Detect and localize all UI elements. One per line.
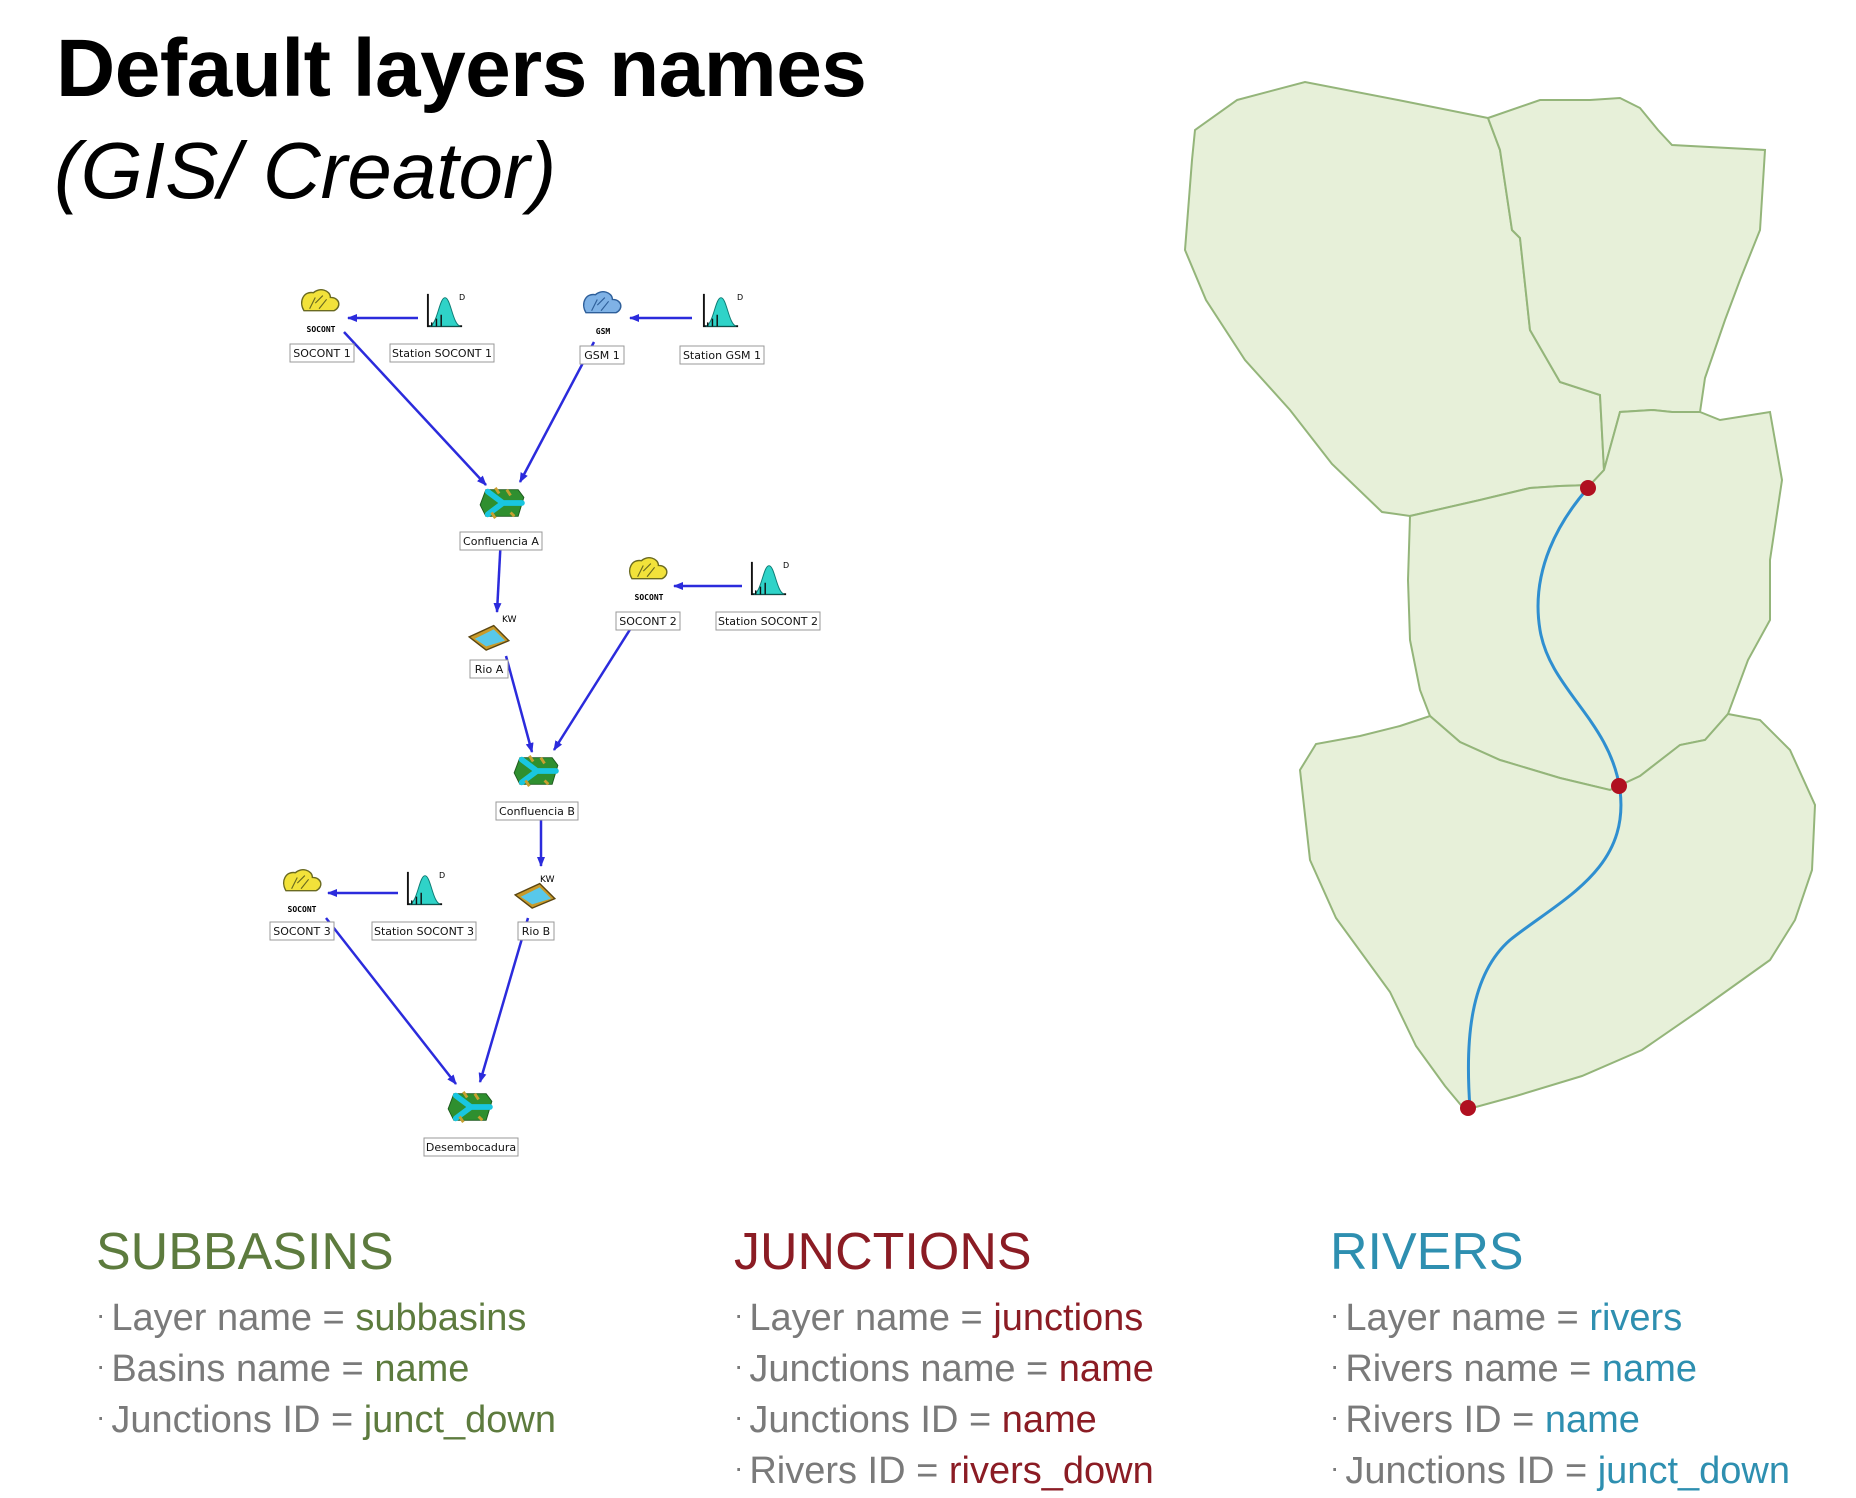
arrow-rio-b-to-desembocadura [478,917,530,1083]
hydrologic-network-diagram: SOCONT SOCONT 1 D Station SOCONT 1 GSM G… [269,289,821,1157]
legend-line: · Layer name = subbasins [96,1297,527,1339]
kw-icon-text: KW [540,875,555,885]
node-socont-2[interactable]: SOCONT SOCONT 2 [615,557,681,631]
node-label: Confluencia B [499,805,575,818]
node-label: SOCONT 1 [293,347,350,360]
legend-line: · Junctions name = name [734,1348,1154,1390]
arrow-rio-a-to-confluencia-b [504,655,534,753]
legend-line: · Layer name = rivers [1330,1297,1683,1339]
legend-line: · Rivers ID = name [1330,1399,1640,1441]
station-icon-text: D [459,293,465,302]
node-rio-b[interactable]: KW Rio B [514,875,556,941]
node-confluencia-a[interactable]: Confluencia A [459,488,543,551]
legend-line: · Basins name = name [96,1348,470,1390]
node-station-gsm-1[interactable]: D Station GSM 1 [679,292,765,365]
arrow-socont-3-to-desembocadura [325,917,457,1085]
node-label: Desembocadura [426,1141,516,1154]
node-label: Station SOCONT 3 [374,925,474,938]
legend-junctions: JUNCTIONS · Layer name = junctions · Junct… [734,1222,1154,1498]
kw-river-icon [514,882,556,909]
legend-heading: JUNCTIONS [734,1223,1032,1281]
kw-river-icon [468,624,510,651]
node-label: Station GSM 1 [683,349,761,362]
socont-icon-text: SOCONT [307,325,336,334]
page-subtitle: (GIS/ Creator) [54,126,557,215]
confluence-icon [514,756,558,786]
station-chart-icon [426,292,464,328]
socont-subbasin-icon [628,557,668,580]
junction-point-outlet [1460,1100,1476,1116]
station-chart-icon [702,292,740,328]
node-label: Station SOCONT 1 [392,347,492,360]
kw-icon-text: KW [502,615,517,625]
socont-icon-text: SOCONT [288,905,317,914]
arrow-socont-2-to-confluencia-b [552,619,638,751]
watershed-map [1183,80,1817,1116]
legend-line: · Junctions ID = junct_down [1330,1450,1790,1492]
confluence-icon [480,488,524,518]
node-label: SOCONT 3 [273,925,330,938]
node-station-socont-1[interactable]: D Station SOCONT 1 [389,292,495,363]
station-icon-text: D [737,293,743,302]
legend-line: · Rivers name = name [1330,1348,1697,1390]
socont-icon-text: SOCONT [635,593,664,602]
legend-line: · Junctions ID = junct_down [96,1399,556,1441]
subbasin-polygon-upper-right [1486,96,1767,471]
node-station-socont-3[interactable]: D Station SOCONT 3 [371,870,477,941]
diagram-arrows [325,314,742,1085]
node-rio-a[interactable]: KW Rio A [468,615,517,679]
station-chart-icon [406,870,444,906]
legend-subbasins: SUBBASINS · Layer name = subbasins · Basin… [96,1222,556,1447]
gsm-icon-text: GSM [596,327,611,336]
junction-point-upper [1580,480,1596,496]
node-confluencia-b[interactable]: Confluencia B [495,756,579,821]
legend-heading: SUBBASINS [96,1223,394,1281]
station-icon-text: D [439,871,445,880]
confluence-icon [448,1092,492,1122]
legend-rivers: RIVERS · Layer name = rivers · Rivers name… [1330,1222,1790,1498]
station-icon-text: D [783,561,789,570]
gsm-subbasin-icon [582,291,622,314]
node-socont-1[interactable]: SOCONT SOCONT 1 [289,289,355,363]
junction-point-middle [1611,778,1627,794]
node-label: Rio B [522,925,550,938]
node-gsm-1[interactable]: GSM GSM 1 [579,291,625,365]
station-chart-icon [750,560,788,596]
legend-line: · Layer name = junctions [734,1297,1144,1339]
node-label: Station SOCONT 2 [718,615,818,628]
legend-line: · Junctions ID = name [734,1399,1097,1441]
page-title: Default layers names [56,23,867,114]
node-label: GSM 1 [584,349,620,362]
node-socont-3[interactable]: SOCONT SOCONT 3 [269,869,335,941]
node-station-socont-2[interactable]: D Station SOCONT 2 [715,560,821,631]
legend-heading: RIVERS [1330,1223,1524,1281]
socont-subbasin-icon [282,869,322,892]
node-label: SOCONT 2 [619,615,676,628]
node-desembocadura[interactable]: Desembocadura [423,1092,519,1157]
node-label: Confluencia A [463,535,539,548]
legend-line: · Rivers ID = rivers_down [734,1450,1154,1492]
arrow-gsm-1-to-confluencia-a [518,341,596,483]
socont-subbasin-icon [300,289,340,312]
arrow-socont-1-to-confluencia-a [343,331,487,486]
subbasin-polygon-lower [1298,712,1817,1112]
node-label: Rio A [475,663,504,676]
